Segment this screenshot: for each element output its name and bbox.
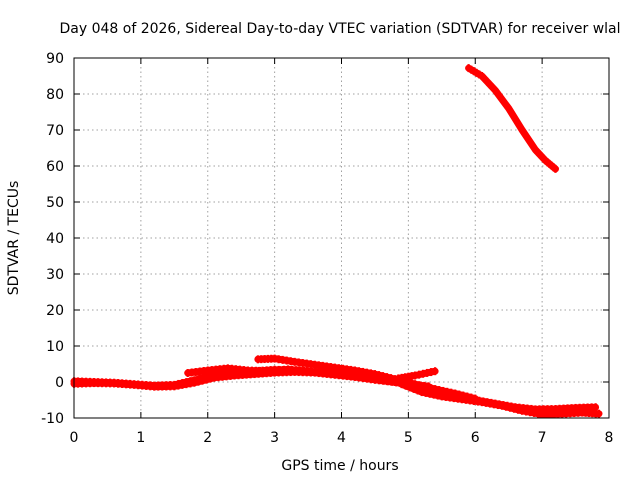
y-tick-label: 0 [55, 375, 64, 391]
x-tick-labels: 0 1 2 3 4 5 6 7 8 [70, 430, 614, 446]
x-tick-label: 3 [270, 430, 279, 446]
plot-frame [73, 57, 610, 419]
x-tick-label: 0 [70, 430, 79, 446]
y-tick-label: 70 [46, 123, 64, 139]
y-tick-label: 90 [46, 51, 64, 67]
x-tick-label: 7 [538, 430, 547, 446]
y-tick-label: 80 [46, 87, 64, 103]
y-axis-label: SDTVAR / TECUs [6, 181, 22, 296]
series-markers-track-e [400, 380, 601, 419]
x-tick-label: 6 [471, 430, 480, 446]
y-tick-label: -10 [41, 411, 64, 427]
grid-lines [74, 58, 609, 418]
x-tick-label: 1 [136, 430, 145, 446]
y-tick-label: 30 [46, 267, 64, 283]
series-markers-track-g [467, 64, 557, 173]
chart-title: Day 048 of 2026, Sidereal Day-to-day VTE… [59, 21, 620, 37]
x-tick-label: 4 [337, 430, 346, 446]
x-axis-label: GPS time / hours [281, 458, 398, 474]
series-markers-track-f [397, 367, 437, 383]
series-line-track-f [394, 367, 439, 382]
y-tick-label: 20 [46, 303, 64, 319]
y-tick-label: 60 [46, 159, 64, 175]
x-tick-label: 5 [404, 430, 413, 446]
x-tick-label: 2 [203, 430, 212, 446]
x-tick-label: 8 [605, 430, 614, 446]
y-tick-label: 40 [46, 231, 64, 247]
y-tick-label: 50 [46, 195, 64, 211]
data-series [70, 64, 603, 419]
y-tick-labels: -10 0 10 20 30 40 50 60 70 80 90 [41, 51, 64, 427]
y-tick-label: 10 [46, 339, 64, 355]
